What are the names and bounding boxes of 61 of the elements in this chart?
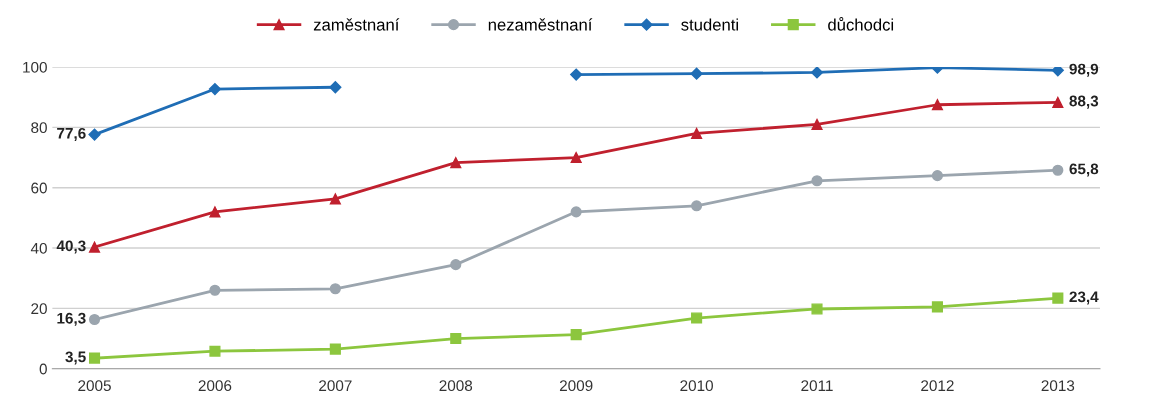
- point: [691, 127, 703, 139]
- point: [811, 118, 823, 130]
- legend-label: zaměstnaní: [313, 18, 400, 31]
- data-label: 3,5: [65, 351, 86, 365]
- point: [931, 170, 943, 182]
- point: [691, 312, 703, 324]
- data-label: 23,4: [1069, 291, 1099, 305]
- point: [570, 329, 582, 341]
- point: [691, 200, 703, 212]
- data-label: 65,8: [1069, 163, 1099, 177]
- point: [450, 157, 462, 169]
- x-tick-label: 2011: [801, 380, 833, 392]
- y-tick-label: 20: [31, 303, 47, 315]
- point: [88, 128, 101, 141]
- data-label: 98,9: [1069, 63, 1099, 77]
- data-label: 88,3: [1069, 95, 1099, 109]
- point: [209, 206, 221, 218]
- point: [88, 352, 101, 364]
- point: [209, 345, 221, 357]
- point: [1052, 164, 1064, 176]
- point: [570, 151, 582, 164]
- point: [329, 283, 341, 295]
- point: [811, 175, 823, 187]
- point: [931, 301, 943, 313]
- x-tick-label: 2009: [559, 380, 593, 392]
- y-tick-label: 100: [23, 61, 47, 73]
- y-tick-label: 60: [31, 182, 47, 194]
- point: [450, 259, 462, 271]
- point: [88, 313, 101, 326]
- y-tick-label: 0: [39, 363, 47, 375]
- x-tick-label: 2008: [439, 380, 473, 392]
- legend-label: důchodci: [828, 17, 894, 31]
- point: [570, 68, 583, 81]
- point: [811, 303, 823, 315]
- point: [209, 284, 221, 296]
- x-tick-label: 2010: [680, 380, 713, 392]
- point: [1052, 96, 1064, 108]
- point: [570, 206, 582, 218]
- point: [329, 81, 342, 94]
- data-label: 77,6: [57, 127, 86, 141]
- point: [1052, 292, 1064, 304]
- x-tick-label: 2007: [319, 380, 352, 392]
- y-tick-label: 40: [30, 242, 47, 254]
- point: [208, 82, 222, 96]
- point: [810, 67, 824, 79]
- point: [690, 67, 703, 80]
- data-label: 40,3: [56, 240, 86, 254]
- x-tick-label: 2005: [78, 380, 111, 392]
- legend-label: nezaměstnaní: [488, 18, 593, 31]
- x-tick-label: 2006: [198, 380, 232, 392]
- x-tick-label: 2013: [1041, 380, 1075, 392]
- legend-label: studenti: [681, 18, 738, 31]
- point: [931, 99, 943, 111]
- y-tick-label: 80: [31, 122, 47, 134]
- point: [329, 193, 341, 205]
- x-tick-label: 2012: [921, 380, 954, 392]
- point: [450, 332, 462, 345]
- point: [88, 241, 101, 253]
- data-label: 16,3: [57, 312, 86, 326]
- point: [1051, 67, 1064, 77]
- point: [329, 343, 341, 355]
